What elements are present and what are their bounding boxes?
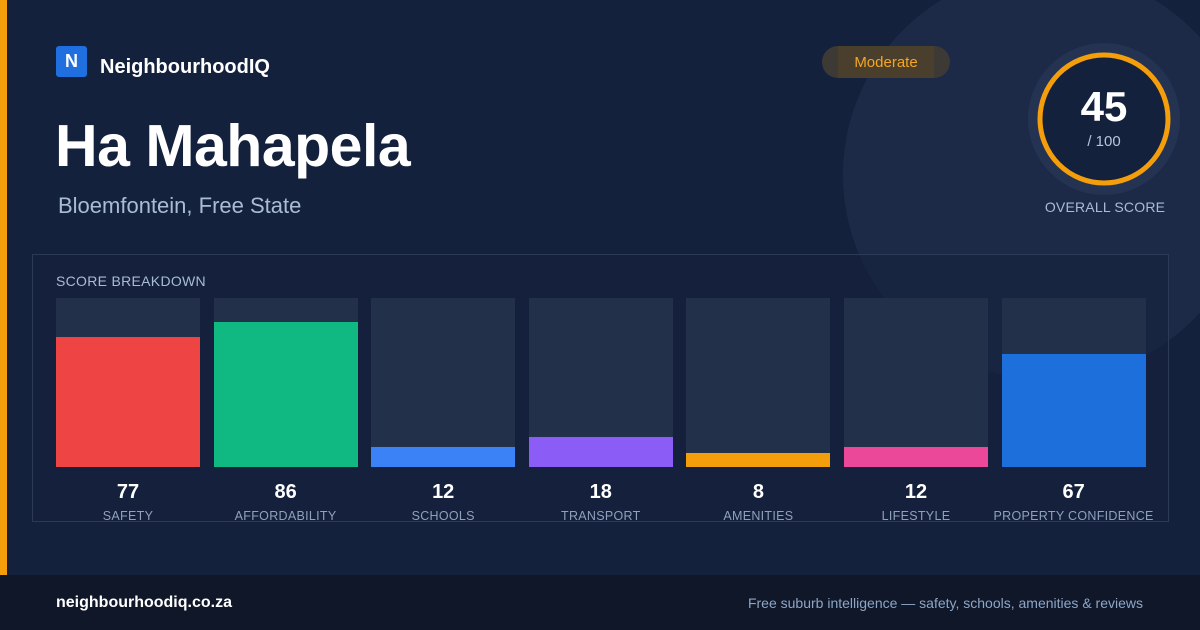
breakdown-column-amenities: 8 AMENITIES <box>686 298 831 523</box>
breakdown-column-schools: 12 SCHOOLS <box>371 298 516 523</box>
page-title: Ha Mahapela <box>55 113 411 179</box>
breakdown-bar-track <box>1001 298 1146 467</box>
score-breakdown-panel: SCORE BREAKDOWN 77 SAFETY 86 AFFORDABILITY 1… <box>32 254 1169 523</box>
overall-score-ring: 45 / 100 <box>1028 43 1180 195</box>
score-ring-arc <box>1037 52 1171 186</box>
breakdown-label: SCHOOLS <box>411 509 475 523</box>
rating-badge: Moderate <box>822 46 950 78</box>
breakdown-value: 8 <box>752 481 764 503</box>
breakdown-bar-track <box>844 298 988 467</box>
breakdown-label: AFFORDABILITY <box>234 509 337 523</box>
breakdown-bar-track <box>371 298 516 467</box>
breakdown-bar-track <box>528 298 673 467</box>
breakdown-bar-fill <box>844 446 988 467</box>
breakdown-bar-fill <box>1001 353 1146 467</box>
breakdown-bar-track <box>213 298 358 467</box>
score-ring-graphic <box>1028 43 1180 195</box>
brand-name: NeighbourhoodIQ <box>100 56 270 78</box>
breakdown-bar-fill <box>528 436 673 467</box>
suburb-location: Bloemfontein, Free State <box>58 193 302 218</box>
breakdown-column-lifestyle: 12 LIFESTYLE <box>844 298 988 523</box>
breakdown-value: 77 <box>116 481 140 503</box>
overall-score-max: / 100 <box>1087 133 1121 150</box>
breakdown-column-affordability: 86 AFFORDABILITY <box>213 298 358 523</box>
breakdown-value: 12 <box>432 481 455 503</box>
breakdown-bar-track <box>686 298 831 467</box>
breakdown-value: 86 <box>274 481 297 503</box>
breakdown-label: TRANSPORT <box>561 509 641 523</box>
breakdown-column-transport: 18 TRANSPORT <box>528 298 673 523</box>
breakdown-column-property-confidence: 67 PROPERTY CONFIDENCE <box>994 298 1153 523</box>
breakdown-title: SCORE BREAKDOWN <box>56 273 206 289</box>
breakdown-bar-track <box>56 298 200 467</box>
rating-badge-label: Moderate <box>854 53 918 71</box>
overall-score-value: 45 <box>1080 83 1128 130</box>
footer-url: neighbourhoodiq.co.za <box>56 594 232 611</box>
footer-tagline: Free suburb intelligence — safety, schoo… <box>747 595 1143 611</box>
logo-icon: N <box>56 46 87 77</box>
breakdown-bar-fill <box>686 453 831 467</box>
breakdown-column-safety: 77 SAFETY <box>56 298 200 523</box>
breakdown-label: SAFETY <box>102 509 154 523</box>
accent-bar <box>0 0 7 575</box>
overall-score-label: OVERALL SCORE <box>1044 199 1166 215</box>
breakdown-value: 18 <box>589 481 612 503</box>
breakdown-value: 67 <box>1062 481 1085 503</box>
breakdown-bar-fill <box>213 321 358 467</box>
breakdown-label: PROPERTY CONFIDENCE <box>993 509 1154 523</box>
breakdown-bar-fill <box>56 336 200 467</box>
breakdown-label: AMENITIES <box>723 509 794 523</box>
breakdown-label: LIFESTYLE <box>881 509 951 523</box>
breakdown-bar-fill <box>371 446 516 467</box>
footer: neighbourhoodiq.co.za Free suburb intell… <box>0 575 1200 630</box>
breakdown-value: 12 <box>904 481 928 503</box>
